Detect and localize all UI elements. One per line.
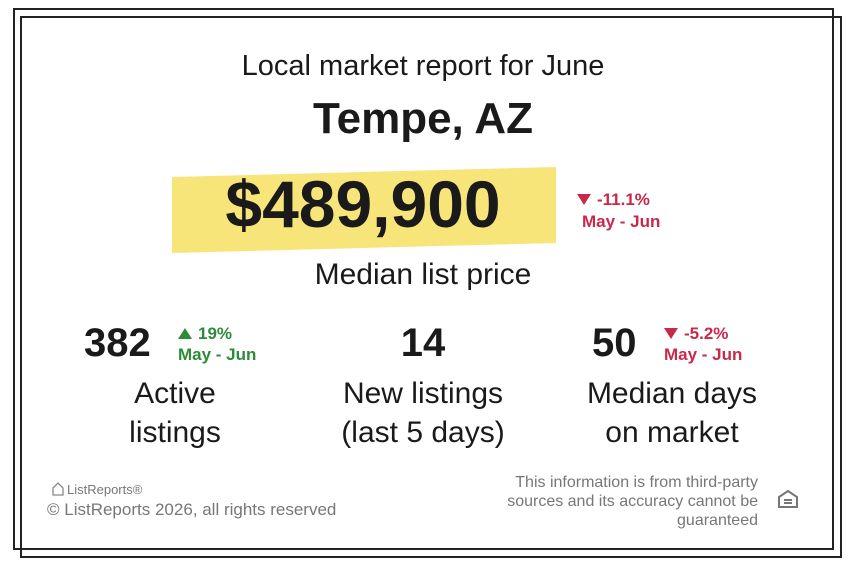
label-line: listings — [129, 416, 221, 449]
logo-icon — [52, 482, 64, 496]
down-arrow — [664, 328, 678, 339]
logo: ListReports® — [52, 482, 142, 497]
logo-text: ListReports® — [67, 482, 143, 497]
median-price: $489,900 — [225, 167, 501, 241]
label-line: (last 5 days) — [341, 416, 505, 449]
stat-period: May - Jun — [664, 345, 743, 364]
price-change: -11.1% — [577, 190, 650, 210]
disclaimer: This information is from third-party sour… — [507, 473, 758, 530]
stat-label: New listings (last 5 days) — [341, 374, 504, 452]
equal-housing-icon — [778, 489, 798, 508]
label-line: New listings — [342, 377, 504, 410]
down-arrow — [577, 194, 591, 205]
stat-value: 382 — [84, 321, 151, 365]
label-line: Active — [134, 377, 216, 410]
disclaimer-line: guaranteed — [677, 512, 758, 529]
label-line: on market — [605, 416, 739, 449]
frame-back — [13, 8, 834, 550]
copyright: © ListReports 2026, all rights reserved — [47, 500, 337, 519]
stat-value: 50 — [592, 321, 637, 365]
stat-value: 14 — [400, 321, 446, 365]
stat-label: Median days on market — [587, 374, 757, 452]
price-period: May - Jun — [582, 212, 661, 231]
change-value: -5.2% — [684, 324, 729, 343]
label-line: Median days — [586, 377, 758, 410]
change-value: -11.1% — [597, 190, 650, 209]
price-label: Median list price — [314, 258, 532, 291]
location: Tempe, AZ — [312, 94, 534, 143]
stat-change: 19% — [178, 324, 232, 344]
stat-period: May - Jun — [178, 345, 257, 364]
change-value: 19% — [198, 324, 233, 343]
frame-front — [20, 16, 842, 558]
stat-label: Active listings — [129, 374, 221, 452]
stat-change: -5.2% — [664, 324, 728, 344]
up-arrow — [178, 328, 192, 339]
disclaimer-line: This information is from third-party — [515, 474, 758, 491]
report-title: Local market report for June — [241, 50, 605, 82]
disclaimer-line: sources and its accuracy cannot be — [507, 493, 758, 510]
